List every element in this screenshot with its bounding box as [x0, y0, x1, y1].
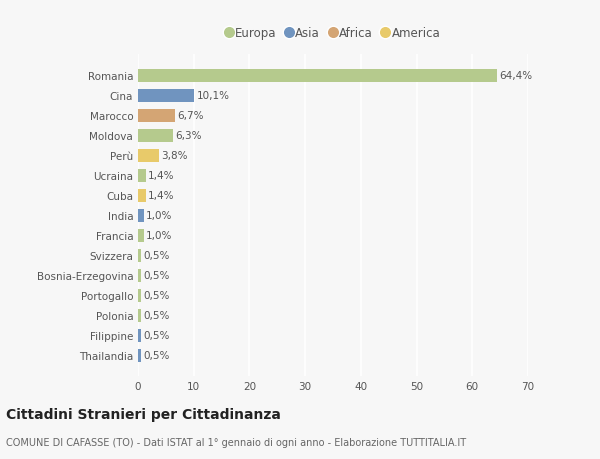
Bar	[138, 329, 141, 342]
Bar	[138, 289, 141, 302]
Text: 1,4%: 1,4%	[148, 191, 175, 201]
Text: 1,0%: 1,0%	[146, 211, 172, 221]
Text: 0,5%: 0,5%	[143, 291, 169, 301]
Bar	[138, 189, 146, 202]
Bar	[138, 169, 146, 182]
Text: 0,5%: 0,5%	[143, 270, 169, 280]
Text: 0,5%: 0,5%	[143, 330, 169, 340]
Text: 0,5%: 0,5%	[143, 310, 169, 320]
Text: 1,0%: 1,0%	[146, 231, 172, 241]
Text: 64,4%: 64,4%	[499, 71, 532, 81]
Bar	[138, 150, 159, 162]
Bar	[138, 209, 143, 222]
Text: Cittadini Stranieri per Cittadinanza: Cittadini Stranieri per Cittadinanza	[6, 407, 281, 421]
Text: 10,1%: 10,1%	[197, 91, 229, 101]
Bar	[138, 269, 141, 282]
Bar	[138, 309, 141, 322]
Text: COMUNE DI CAFASSE (TO) - Dati ISTAT al 1° gennaio di ogni anno - Elaborazione TU: COMUNE DI CAFASSE (TO) - Dati ISTAT al 1…	[6, 437, 466, 447]
Text: 6,3%: 6,3%	[175, 131, 202, 141]
Bar	[138, 110, 175, 123]
Text: 0,5%: 0,5%	[143, 350, 169, 360]
Text: 3,8%: 3,8%	[161, 151, 188, 161]
Bar	[138, 349, 141, 362]
Legend: Europa, Asia, Africa, America: Europa, Asia, Africa, America	[221, 22, 445, 45]
Text: 1,4%: 1,4%	[148, 171, 175, 181]
Bar	[138, 249, 141, 262]
Bar	[138, 229, 143, 242]
Bar	[138, 129, 173, 142]
Text: 0,5%: 0,5%	[143, 251, 169, 261]
Bar	[138, 90, 194, 102]
Text: 6,7%: 6,7%	[178, 111, 204, 121]
Bar	[138, 70, 497, 83]
